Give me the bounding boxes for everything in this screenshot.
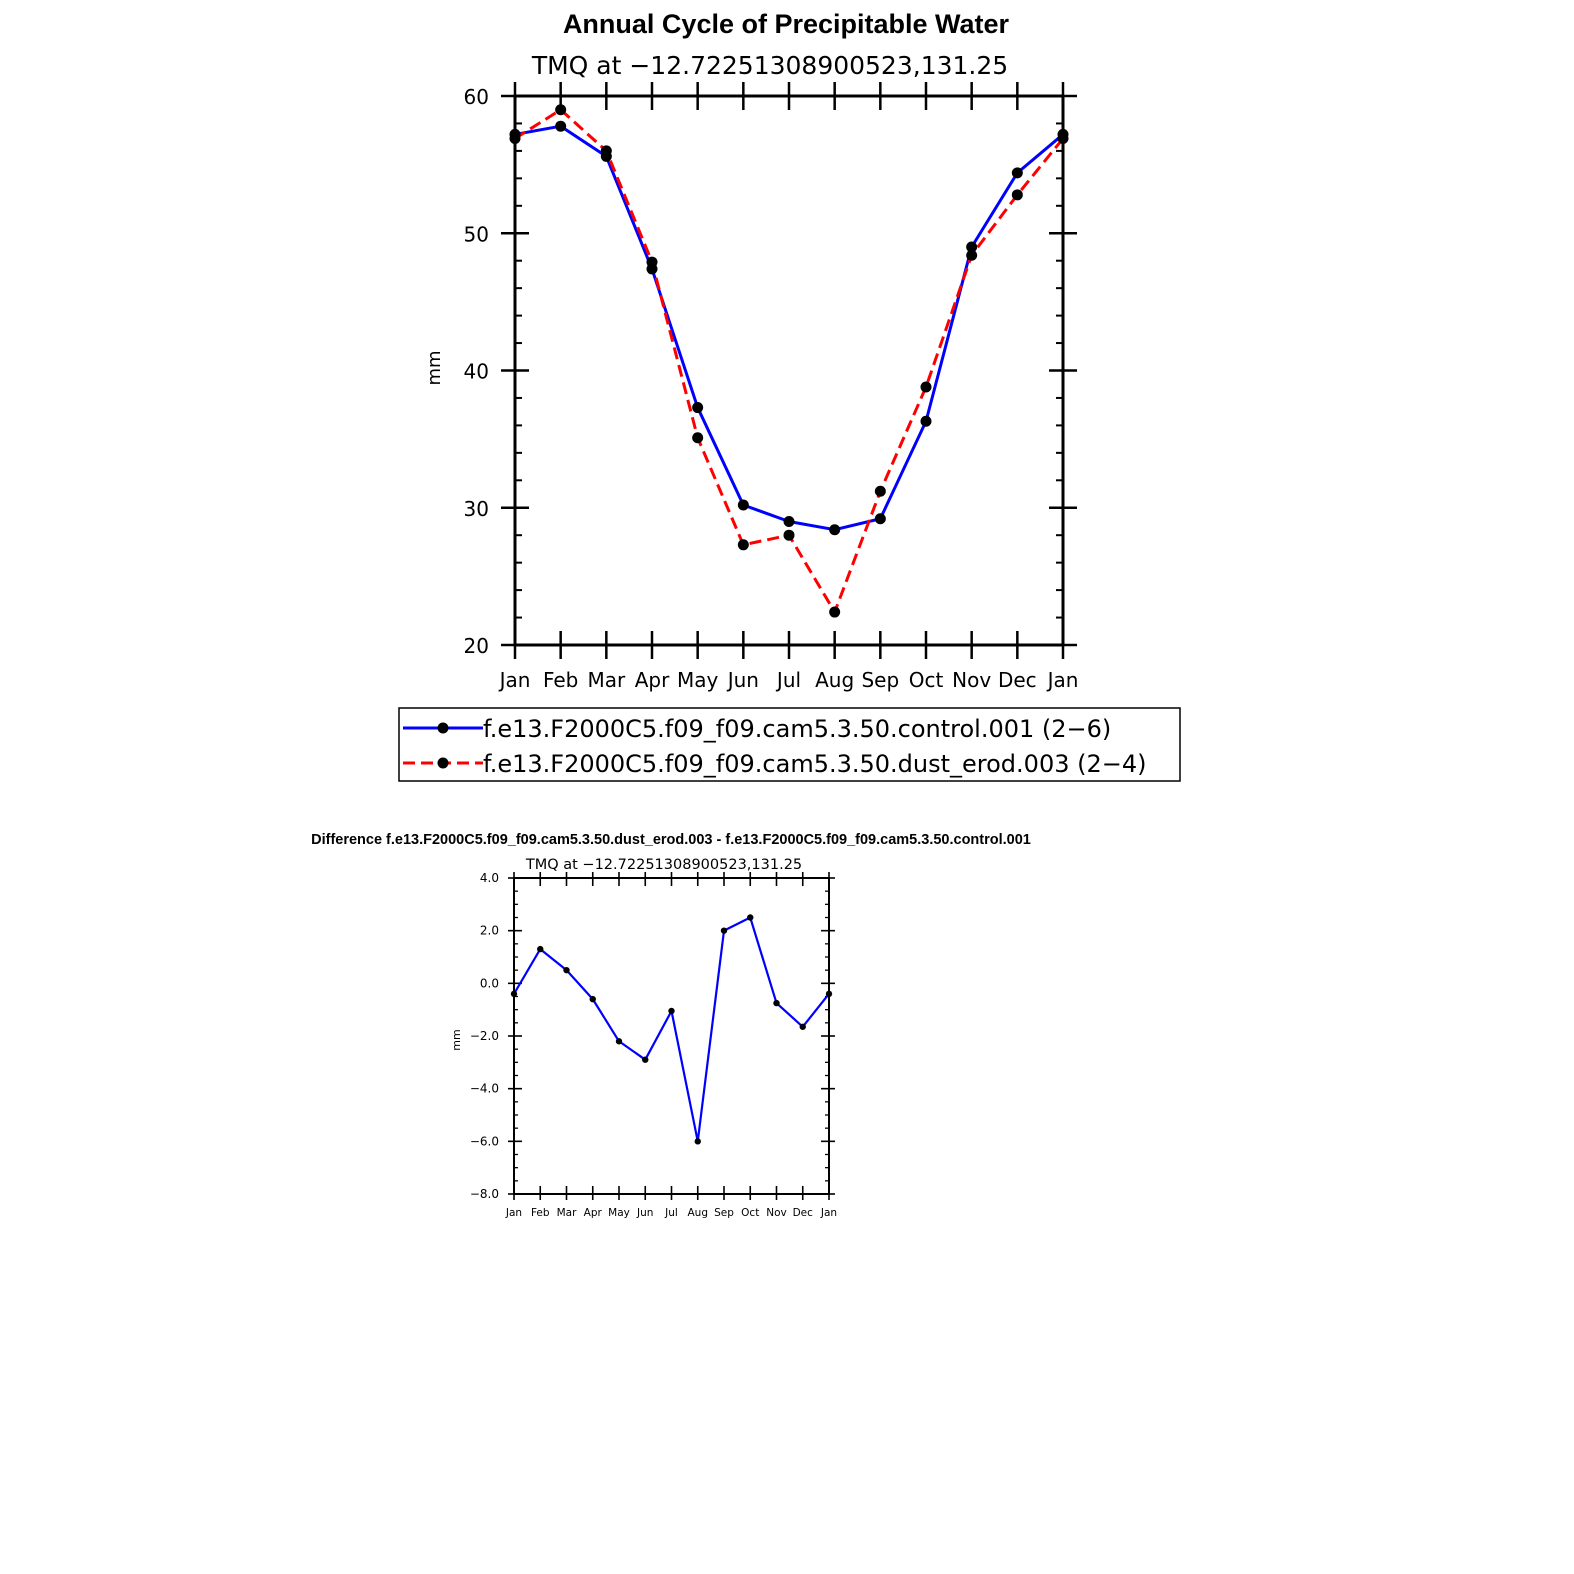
- annual-cycle-series-point-1: [737, 539, 749, 551]
- annual-cycle-ytick-label: 40: [464, 360, 489, 384]
- difference-ytick-label: −8.0: [470, 1187, 499, 1201]
- difference-xtick-label: Dec: [793, 1207, 814, 1219]
- difference-series-point-0: [694, 1138, 701, 1145]
- difference-xtick-label: Mar: [557, 1207, 577, 1219]
- annual-cycle-plot-area: 20 30 40 50 60 Jan Feb Mar Apr May Jun Jul Aug Sep Oct…: [464, 82, 1079, 692]
- difference-series-point-0: [642, 1056, 649, 1063]
- annual-cycle-series-point-0: [555, 120, 567, 132]
- annual-cycle-series-point-0: [966, 241, 978, 253]
- difference-series-point-0: [615, 1038, 623, 1045]
- difference-xtick-label: Jan: [505, 1207, 522, 1219]
- difference-ytick-label: 4.0: [480, 871, 499, 885]
- annual-cycle-frame: [513, 94, 1065, 647]
- difference-title: Difference f.e13.F2000C5.f09_f09.cam5.3.…: [311, 832, 1031, 848]
- legend-marker-control: [437, 722, 449, 734]
- annual-cycle-series-point-1: [920, 381, 932, 393]
- difference-xtick-label: Oct: [741, 1207, 759, 1219]
- annual-cycle-xtick-label: Mar: [587, 668, 626, 692]
- difference-chart: Difference f.e13.F2000C5.f09_f09.cam5.3.…: [311, 832, 1031, 1219]
- annual-cycle-series-point-1: [1011, 189, 1023, 201]
- difference-xtick-label: Apr: [584, 1207, 603, 1219]
- difference-series-point-0: [773, 999, 780, 1007]
- annual-cycle-xtick-label: Aug: [815, 668, 854, 692]
- annual-cycle-title: Annual Cycle of Precipitable Water: [563, 9, 1010, 39]
- annual-cycle-xtick-label: Jun: [726, 668, 759, 692]
- difference-xtick-label: Nov: [766, 1207, 787, 1219]
- annual-cycle-ylabel: mm: [424, 350, 445, 385]
- annual-cycle-series-point-0: [1011, 167, 1023, 179]
- difference-series-point-0: [668, 1007, 675, 1015]
- annual-cycle-series-point-1: [509, 133, 521, 145]
- difference-frame: [513, 877, 830, 1195]
- annual-cycle-xtick-label: Jan: [498, 668, 531, 692]
- annual-cycle-series-point-0: [783, 515, 795, 527]
- difference-series-line-0: [513, 916, 830, 1143]
- difference-subtitle: TMQ at −12.72251308900523,131.25: [525, 857, 802, 873]
- annual-cycle-series-point-1: [829, 606, 841, 618]
- difference-xtick-label: Feb: [531, 1207, 550, 1219]
- annual-cycle-ytick-label: 30: [464, 497, 489, 521]
- difference-ytick-label: 2.0: [480, 924, 499, 938]
- difference-series-point-0: [747, 914, 754, 921]
- annual-cycle-series-point-1: [692, 432, 704, 444]
- difference-xtick-label: Sep: [714, 1207, 734, 1219]
- annual-cycle-subtitle: TMQ at −12.72251308900523,131.25: [531, 51, 1008, 80]
- difference-series-point-0: [825, 990, 833, 998]
- annual-cycle-xtick-label: Apr: [635, 668, 670, 692]
- difference-series-point-0: [720, 927, 728, 934]
- annual-cycle-xtick-label: Oct: [909, 668, 944, 692]
- annual-cycle-chart: Annual Cycle of Precipitable Water TMQ a…: [424, 9, 1078, 692]
- difference-series-point-0: [799, 1023, 806, 1030]
- difference-ytick-label: −4.0: [470, 1082, 499, 1096]
- annual-cycle-xtick-label: Feb: [543, 668, 578, 692]
- annual-cycle-series-point-0: [920, 415, 932, 427]
- difference-plot-area: 4.0 2.0 0.0 −2.0 −4.0 −6.0 −8.0 Jan Feb Mar Apr May…: [470, 871, 837, 1219]
- annual-cycle-series-point-1: [783, 529, 795, 541]
- annual-cycle-series-point-1: [646, 256, 658, 268]
- difference-series-point-0: [537, 945, 544, 953]
- annual-cycle-xtick-label: May: [677, 668, 719, 692]
- difference-ytick-label: −6.0: [470, 1134, 499, 1148]
- difference-xtick-label: Jan: [820, 1207, 837, 1219]
- difference-ytick-label: 0.0: [480, 976, 499, 990]
- difference-series-point-0: [563, 966, 570, 974]
- annual-cycle-series-line-0: [514, 124, 1064, 532]
- difference-ytick-label: −2.0: [470, 1029, 499, 1043]
- difference-xtick-label: Jul: [664, 1207, 678, 1219]
- legend-marker-dust-erod: [437, 757, 449, 769]
- annual-cycle-legend: f.e13.F2000C5.f09_f09.cam5.3.50.control.…: [398, 707, 1181, 782]
- annual-cycle-series-point-1: [1057, 133, 1069, 145]
- annual-cycle-ytick-label: 50: [464, 222, 489, 246]
- annual-cycle-xtick-label: Dec: [998, 668, 1037, 692]
- difference-series-point-0: [510, 990, 518, 998]
- annual-cycle-series-point-0: [874, 513, 886, 525]
- difference-ylabel: mm: [450, 1029, 463, 1050]
- annual-cycle-series-point-1: [555, 104, 567, 116]
- legend-frame: [398, 707, 1181, 782]
- annual-cycle-xtick-label: Jan: [1046, 668, 1079, 692]
- annual-cycle-series-point-0: [737, 499, 749, 511]
- difference-series-point-0: [589, 995, 596, 1003]
- annual-cycle-series-point-0: [692, 402, 704, 414]
- difference-xtick-label: Jun: [636, 1207, 653, 1219]
- annual-cycle-series-point-1: [874, 485, 886, 497]
- annual-cycle-ytick-label: 20: [464, 634, 489, 658]
- legend-label-dust-erod: f.e13.F2000C5.f09_f09.cam5.3.50.dust_ero…: [483, 750, 1146, 778]
- annual-cycle-xtick-label: Jul: [775, 668, 801, 692]
- annual-cycle-series-point-1: [966, 249, 978, 261]
- annual-cycle-xtick-label: Sep: [861, 668, 899, 692]
- legend-label-control: f.e13.F2000C5.f09_f09.cam5.3.50.control.…: [483, 715, 1111, 743]
- annual-cycle-series-point-1: [600, 145, 612, 157]
- difference-xtick-label: Aug: [687, 1207, 708, 1219]
- difference-xtick-label: May: [608, 1207, 630, 1219]
- annual-cycle-ytick-label: 60: [464, 85, 489, 109]
- annual-cycle-series-point-0: [829, 524, 841, 536]
- annual-cycle-xtick-label: Nov: [952, 668, 991, 692]
